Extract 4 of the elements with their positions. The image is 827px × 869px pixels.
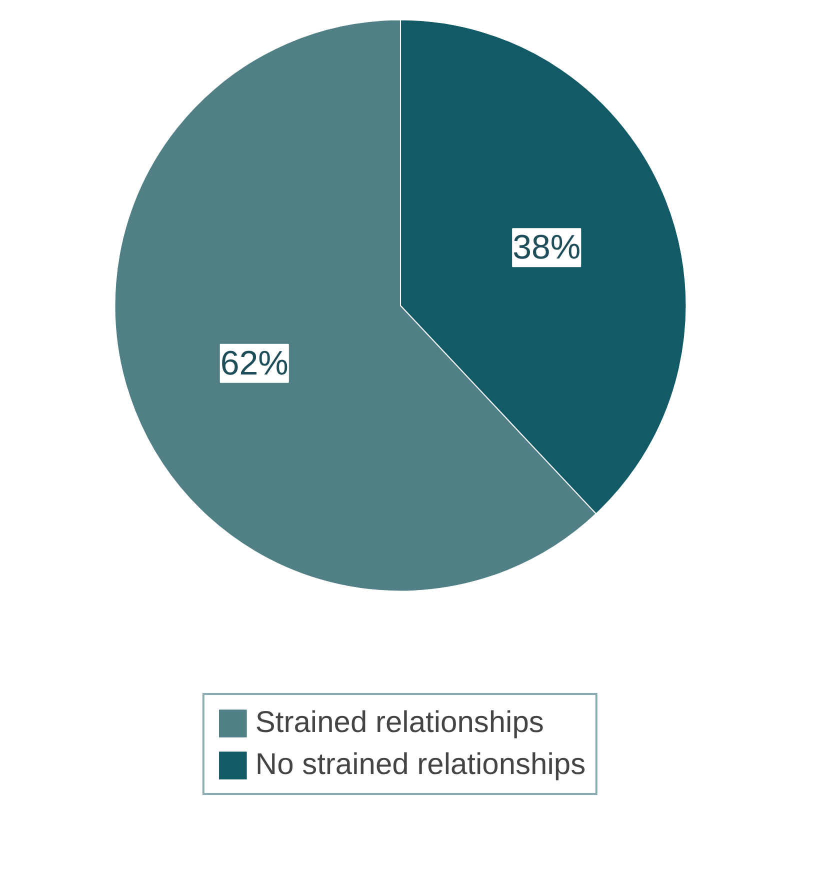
data-label: 62% — [220, 344, 288, 382]
data-label: 38% — [512, 228, 581, 267]
legend-label: Strained relationships — [255, 705, 544, 741]
legend-label: No strained relationships — [255, 747, 586, 783]
